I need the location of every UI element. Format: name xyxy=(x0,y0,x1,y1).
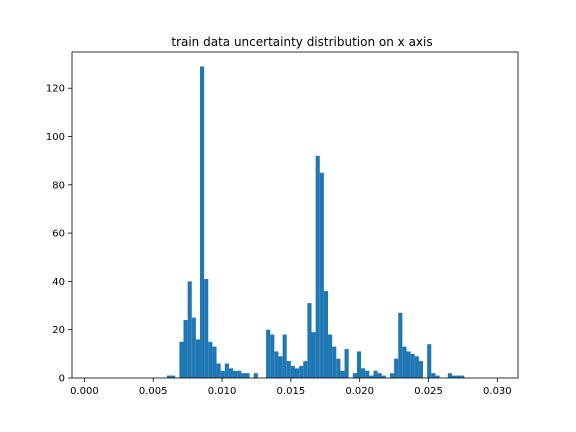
histogram-bar xyxy=(299,365,304,378)
plot-frame xyxy=(71,51,519,379)
histogram-bar xyxy=(414,356,419,378)
x-axis: 0.000 0.005 0.010 0.015 0.020 0.025 0.030 xyxy=(70,378,512,397)
histogram-bar xyxy=(373,370,378,378)
histogram-bar xyxy=(344,349,349,378)
chart-title: train data uncertainty distribution on x… xyxy=(171,35,432,49)
histogram-bar xyxy=(295,368,300,378)
histogram-bar xyxy=(332,346,337,378)
y-axis: 0 20 40 60 80 100 120 xyxy=(46,84,72,385)
histogram-bar xyxy=(253,373,258,378)
histogram-bar xyxy=(303,361,308,378)
histogram-bar xyxy=(410,353,415,378)
histogram-bar xyxy=(237,370,242,378)
histogram-bar xyxy=(356,351,362,378)
histogram-bar xyxy=(381,375,386,378)
histogram-bar xyxy=(389,373,395,378)
histogram-bars xyxy=(166,66,465,379)
histogram-bar xyxy=(435,375,440,378)
histogram-bar xyxy=(328,334,333,378)
histogram-bar xyxy=(187,281,192,378)
y-tick-label: 20 xyxy=(52,325,65,336)
histogram-bar xyxy=(460,375,465,378)
histogram-bar xyxy=(228,368,234,378)
histogram-bar xyxy=(208,341,213,378)
histogram-bar xyxy=(216,363,221,378)
histogram-bar xyxy=(200,66,205,379)
histogram-bar xyxy=(456,375,461,378)
histogram-bar xyxy=(191,317,196,378)
histogram-bar xyxy=(377,373,382,378)
x-tick-label: 0.030 xyxy=(483,386,512,397)
histogram-bar xyxy=(195,339,201,378)
histogram-bar xyxy=(212,346,217,378)
histogram-bar xyxy=(233,370,238,378)
y-tick-label: 80 xyxy=(52,180,65,191)
y-tick-label: 60 xyxy=(52,229,65,240)
histogram-bar xyxy=(290,365,295,378)
histogram-bar xyxy=(361,368,366,378)
histogram-bar xyxy=(427,344,432,378)
histogram-bar xyxy=(394,358,399,378)
histogram-bar xyxy=(336,358,341,378)
histogram-bar xyxy=(398,312,403,378)
histogram-bar xyxy=(171,375,176,378)
histogram-bar xyxy=(224,363,229,378)
x-tick-label: 0.000 xyxy=(70,386,99,397)
histogram-bar xyxy=(340,370,345,378)
histogram-bar xyxy=(315,155,320,378)
histogram-bar xyxy=(406,351,411,378)
x-tick-label: 0.005 xyxy=(139,386,168,397)
y-tick-label: 40 xyxy=(52,277,65,288)
histogram-bar xyxy=(431,373,436,378)
histogram-bar xyxy=(274,351,279,378)
histogram-bar xyxy=(365,370,370,378)
y-tick-label: 120 xyxy=(46,84,65,95)
y-tick-label: 100 xyxy=(46,132,65,143)
histogram-bar xyxy=(451,375,457,378)
histogram-bar xyxy=(402,346,407,378)
histogram-bar xyxy=(352,373,357,378)
histogram-bar xyxy=(245,373,250,378)
histogram-bar xyxy=(278,356,283,378)
x-tick-label: 0.015 xyxy=(277,386,306,397)
x-tick-label: 0.010 xyxy=(208,386,237,397)
histogram-bar xyxy=(311,332,316,378)
histogram-bar xyxy=(179,341,184,378)
histogram-bar xyxy=(418,361,424,378)
histogram-bar xyxy=(323,291,329,378)
histogram-bar xyxy=(447,373,452,378)
histogram-bar xyxy=(270,334,275,378)
histogram-bar xyxy=(319,172,324,378)
histogram-bar xyxy=(183,320,188,378)
histogram-bar xyxy=(282,334,287,378)
histogram-bar xyxy=(241,373,246,378)
histogram-bar xyxy=(266,329,271,378)
histogram-bar xyxy=(307,303,312,378)
histogram-bar xyxy=(220,370,225,378)
histogram-bar xyxy=(286,361,291,378)
histogram-bar xyxy=(166,375,172,378)
x-tick-label: 0.020 xyxy=(345,386,374,397)
x-tick-label: 0.025 xyxy=(414,386,443,397)
y-tick-label: 0 xyxy=(59,374,65,385)
histogram-bar xyxy=(369,375,374,378)
histogram-bar xyxy=(204,278,209,378)
